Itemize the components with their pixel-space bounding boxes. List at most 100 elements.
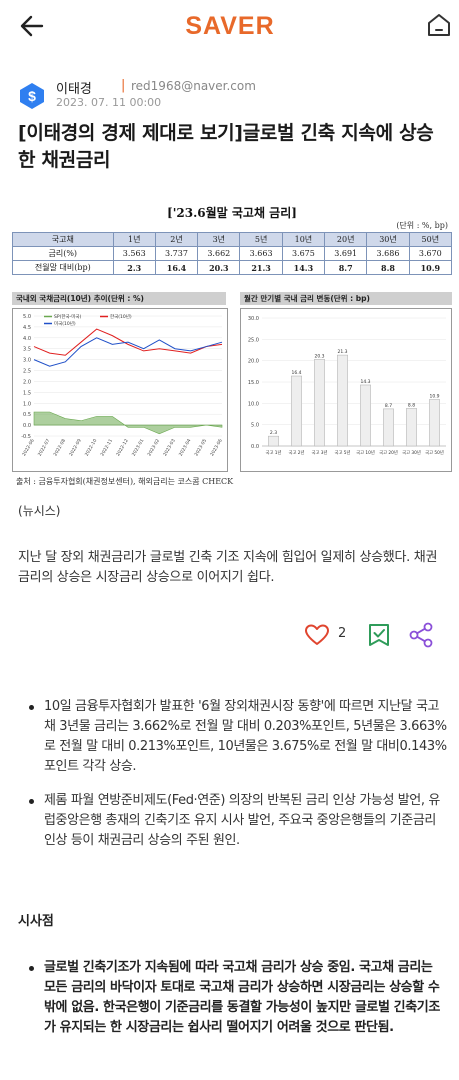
figure-unit: (단위 : %, bp) (396, 221, 448, 230)
bar-value-label: 14.3 (360, 379, 370, 385)
table-row: 금리(%) 3.563 3.737 3.662 3.663 3.675 3.69… (12, 246, 453, 261)
series-area-spread (33, 411, 223, 435)
y-tick-label: 0.5 (23, 412, 31, 418)
x-category-label: 국고 50년 (425, 449, 444, 456)
lead-paragraph: 지난 달 장외 채권금리가 글로벌 긴축 기조 지속에 힘입어 일제히 상승했다… (18, 550, 438, 585)
svg-text:$: $ (28, 88, 36, 104)
header-cell: 10년 (281, 232, 326, 247)
article-figure: ['23.6월말 국고채 금리] (단위 : %, bp) 국고채 1년 2년 … (12, 200, 453, 492)
table-cell: 8.8 (366, 260, 410, 275)
line-chart: 5.04.54.03.53.02.52.01.51.00.50.0-0.5 20… (12, 308, 228, 472)
table-cell: 3.675 (281, 246, 326, 261)
x-category-label: 국고 2년 (289, 449, 305, 456)
y-tick-label: 4.0 (23, 336, 31, 342)
legend-label: 한국(10년) (110, 313, 132, 320)
table-cell: 16.4 (154, 260, 199, 275)
y-tick-label: 4.5 (23, 325, 31, 331)
table-cell: 2.3 (112, 260, 156, 275)
bar (268, 435, 279, 447)
table-cell: 20.3 (197, 260, 241, 275)
back-arrow-icon[interactable] (18, 12, 46, 40)
bar-value-label: 21.3 (337, 349, 347, 355)
table-cell: 3.686 (366, 246, 410, 261)
list-item: 제롬 파월 연방준비제도(Fed·연준) 의장의 반복된 금리 인상 가능성 발… (29, 791, 448, 851)
y-tick-label: 30.0 (248, 316, 259, 322)
y-tick-label: 15.0 (248, 380, 259, 386)
table-cell: 3.663 (239, 246, 283, 261)
y-tick-label: 0.0 (251, 444, 259, 450)
table-cell: 10.9 (408, 260, 453, 275)
bar-value-label: 8.8 (408, 402, 415, 408)
implication-bullets: 글로벌 긴축기조가 지속됨에 따라 국고채 금리가 상승 중임. 국고채 금리는… (29, 958, 448, 1052)
table-cell: 8.7 (324, 260, 368, 275)
rates-table: 국고채 1년 2년 3년 5년 10년 20년 30년 50년 금리(%) 3.… (12, 232, 453, 275)
list-item: 글로벌 긴축기조가 지속됨에 따라 국고채 금리가 상승 중임. 국고채 금리는… (29, 958, 448, 1038)
table-cell: 21.3 (239, 260, 283, 275)
rates-table-header: 국고채 1년 2년 3년 5년 10년 20년 30년 50년 (12, 232, 453, 247)
bar-value-label: 2.3 (270, 430, 277, 436)
bar (337, 354, 348, 447)
x-category-label: 국고 30년 (402, 449, 421, 456)
series-line-us (33, 337, 223, 367)
bar-value-label: 8.7 (385, 403, 392, 409)
header-cell: 50년 (408, 232, 453, 247)
bar-value-label: 10.9 (429, 393, 439, 399)
table-cell: 3.662 (197, 246, 241, 261)
table-cell: 3.737 (154, 246, 199, 261)
figure-title: ['23.6월말 국고채 금리] (167, 206, 297, 220)
action-bar: 2 (300, 620, 450, 650)
bar-value-label: 20.3 (314, 353, 324, 359)
y-tick-label: 2.5 (23, 369, 31, 375)
home-icon[interactable] (426, 12, 452, 38)
saver-logo[interactable]: SAVER (178, 11, 282, 39)
y-tick-label: -0.5 (21, 434, 31, 440)
header-cell: 국고채 (12, 232, 114, 247)
author-row: $ 이태경 | red1968@naver.com 2023. 07. 11 0… (18, 78, 448, 114)
series-line-korea (33, 328, 223, 356)
x-category-label: 국고 20년 (379, 449, 398, 456)
legend-label: 미국(10년) (54, 320, 76, 327)
like-count: 2 (338, 626, 347, 641)
share-icon[interactable] (408, 622, 434, 648)
table-cell: 3.691 (324, 246, 368, 261)
logo-text: SAVER (185, 12, 274, 39)
y-tick-label: 3.5 (23, 347, 31, 353)
heart-icon[interactable] (304, 622, 330, 648)
y-tick-label: 2.0 (23, 379, 31, 385)
bar (291, 375, 302, 447)
figure-source: 출처 : 금융투자협회(채권정보센터), 해외금리는 코스콤 CHECK (16, 477, 234, 486)
y-tick-label: 20.0 (248, 359, 259, 365)
legend-label: SP(한국-미국) (54, 313, 82, 320)
header-cell: 5년 (239, 232, 283, 247)
table-cell: 3.563 (112, 246, 156, 261)
author-separator: | (121, 78, 126, 93)
dollar-badge-icon: $ (20, 83, 44, 109)
bar (406, 408, 417, 447)
line-chart-title: 국내외 국채금리(10년) 추이(단위 : %) (12, 292, 226, 305)
y-tick-label: 1.0 (23, 401, 31, 407)
section-heading: 시사점 (18, 914, 54, 929)
author-name[interactable]: 이태경 (56, 82, 92, 97)
y-tick-label: 10.0 (248, 401, 259, 407)
table-row: 전월말 대비(bp) 2.3 16.4 20.3 21.3 14.3 8.7 8… (12, 260, 453, 275)
y-tick-label: 25.0 (248, 337, 259, 343)
x-category-label: 국고 10년 (356, 449, 375, 456)
y-tick-label: 5.0 (251, 423, 259, 429)
x-category-label: 국고 1년 (266, 449, 282, 456)
y-tick-label: 5.0 (23, 314, 31, 320)
x-category-label: 국고 5년 (335, 449, 351, 456)
summary-bullets: 10일 금융투자협회가 발표한 '6월 장외채권시장 동향'에 따르면 지난달 … (29, 697, 448, 865)
author-email[interactable]: red1968@naver.com (131, 79, 256, 93)
news-source-tag: (뉴시스) (18, 504, 61, 518)
bar-chart: 30.0 25.0 20.0 15.0 10.0 5.0 0.0 2.3 16.4 20.3 21… (240, 308, 452, 472)
bar (314, 359, 325, 447)
bookmark-icon[interactable] (366, 622, 392, 648)
article-title: [이태경의 경제 제대로 보기]글로벌 긴축 지속에 상승한 채권금리 (18, 122, 434, 171)
y-tick-label: 3.0 (23, 358, 31, 364)
header-cell: 20년 (324, 232, 368, 247)
header-cell: 2년 (154, 232, 199, 247)
y-tick-label: 0.0 (23, 423, 31, 429)
x-category-label: 국고 3년 (312, 449, 328, 456)
bar-chart-title: 월간 만기별 국내 금리 변동(단위 : bp) (240, 292, 452, 305)
list-item: 10일 금융투자협회가 발표한 '6월 장외채권시장 동향'에 따르면 지난달 … (29, 697, 448, 777)
